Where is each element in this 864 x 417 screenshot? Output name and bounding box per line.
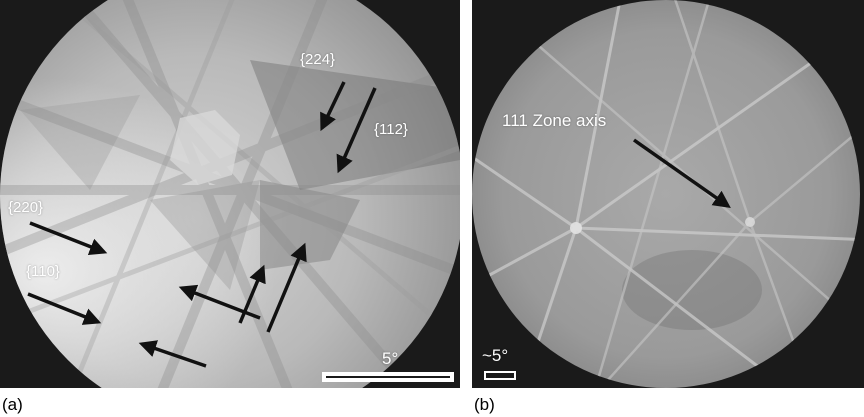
caption-a: (a) bbox=[2, 395, 23, 414]
pattern-panel-b: 111 Zone axis ~5° bbox=[472, 0, 864, 388]
scale-label-b: ~5° bbox=[482, 346, 509, 365]
scale-label-a: 5° bbox=[382, 349, 399, 368]
label-112: {112} bbox=[374, 121, 408, 138]
kikuchi-pattern-a bbox=[0, 0, 460, 388]
pattern-panel-a: {224} {112} {220} {110} 5° bbox=[0, 0, 460, 388]
scale-bar-a bbox=[322, 372, 454, 382]
kikuchi-pattern-b bbox=[472, 0, 860, 388]
label-110: {110} bbox=[26, 263, 60, 280]
caption-b: (b) bbox=[474, 395, 495, 414]
label-220: {220} bbox=[8, 199, 44, 216]
label-224: {224} bbox=[300, 51, 336, 68]
scale-bar-b bbox=[484, 371, 516, 380]
zone-axis-label: 111 Zone axis bbox=[502, 111, 607, 130]
